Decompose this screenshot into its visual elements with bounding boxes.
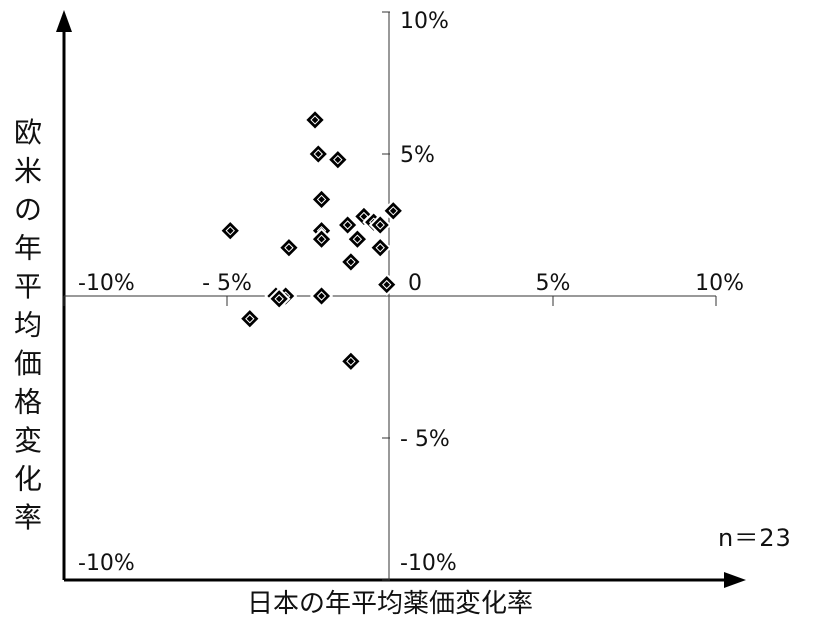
- x-tick-label: 10%: [695, 271, 744, 296]
- data-point: [277, 236, 301, 260]
- data-point-highlight: [388, 206, 398, 216]
- data-points: [218, 108, 405, 373]
- data-point: [368, 236, 392, 260]
- data-point-highlight: [310, 115, 320, 125]
- y-axis-title-char: 欧: [14, 116, 42, 149]
- y-axis-title-char: 化: [14, 463, 42, 496]
- data-point-highlight: [225, 225, 235, 236]
- data-point: [238, 307, 262, 331]
- data-point: [310, 188, 333, 211]
- data-point-highlight: [316, 194, 327, 205]
- data-point: [345, 227, 369, 251]
- data-point-highlight: [359, 211, 369, 222]
- data-point: [339, 349, 363, 373]
- data-point: [218, 219, 242, 243]
- sample-size-annotation: n＝23: [718, 524, 792, 552]
- data-point-highlight: [245, 314, 255, 324]
- data-point-highlight: [316, 234, 327, 244]
- y-axis-title-char: 平: [14, 270, 42, 303]
- y-tick-label: -10%: [400, 551, 457, 576]
- y-tick-label: - 5%: [400, 427, 450, 452]
- corner-x-min-label: -10%: [78, 551, 135, 576]
- data-point: [306, 142, 330, 166]
- data-point-highlight: [352, 234, 363, 244]
- data-point-highlight: [375, 243, 385, 253]
- x-tick-label: 5%: [536, 271, 571, 296]
- data-point: [339, 250, 363, 274]
- y-tick-label: 10%: [400, 9, 449, 34]
- data-point-highlight: [313, 149, 323, 159]
- y-axis-title-char: 価: [14, 347, 42, 380]
- y-tick-label: 5%: [400, 143, 435, 168]
- y-axis-title-char: 均: [14, 309, 42, 342]
- data-point-highlight: [316, 291, 327, 301]
- y-axis-title-char: 米: [14, 155, 42, 188]
- data-point: [310, 227, 333, 251]
- data-point-highlight: [342, 220, 353, 230]
- outer-x-axis-arrow: [724, 572, 746, 588]
- outer-y-axis-arrow: [56, 10, 72, 32]
- data-point: [326, 148, 350, 172]
- tick-labels: -10% - 5% 0 5% 10% 10% 5% - 5% -10% -10%: [78, 9, 744, 576]
- data-point-highlight: [346, 356, 356, 367]
- y-axis-title-char: 格: [14, 386, 42, 419]
- data-point: [381, 199, 405, 223]
- x-tick-label: 0: [408, 271, 422, 296]
- data-point-highlight: [346, 257, 356, 267]
- x-tick-label: -10%: [78, 271, 135, 296]
- data-point: [368, 213, 392, 237]
- data-point-highlight: [333, 154, 343, 165]
- data-point: [336, 213, 360, 237]
- y-axis-title-char: 変: [14, 424, 42, 457]
- data-point: [303, 108, 327, 132]
- data-point: [375, 273, 399, 297]
- data-point-highlight: [375, 220, 385, 230]
- data-point: [310, 284, 333, 308]
- data-point-highlight: [284, 243, 294, 253]
- data-point-highlight: [382, 279, 392, 290]
- x-axis-title: 日本の年平均薬価変化率: [247, 589, 533, 619]
- x-tick-label: - 5%: [202, 271, 252, 296]
- data-point: [267, 287, 291, 311]
- y-axis-title-char: 率: [14, 501, 42, 534]
- y-axis-title-char: の: [14, 193, 42, 226]
- tick-marks: [63, 11, 717, 581]
- y-axis-title-char: 年: [14, 232, 42, 265]
- data-point-highlight: [274, 294, 284, 304]
